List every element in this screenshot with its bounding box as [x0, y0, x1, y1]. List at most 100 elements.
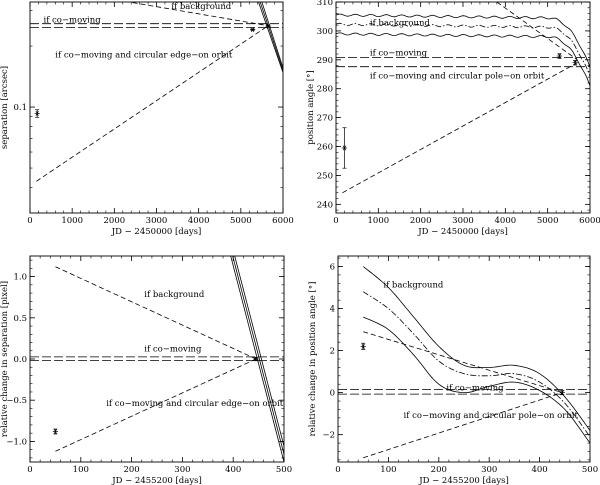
y-tick-label: 270	[317, 114, 333, 124]
line-steep-curve-2	[259, 2, 283, 71]
x-tick-label: 500	[582, 465, 598, 475]
annotation-label: if co−moving	[144, 345, 202, 355]
y-tick-label: 4	[330, 305, 335, 315]
y-tick-label: 250	[317, 171, 333, 181]
annotation-label: if co−moving and circular edge−on orbit	[106, 399, 284, 409]
x-tick-label: 0	[27, 216, 32, 226]
annotation-label: if background	[370, 19, 431, 29]
asterisk-stroke	[254, 356, 258, 362]
line-if-background	[363, 331, 563, 393]
curve-background-upper	[336, 13, 590, 68]
data-point	[559, 390, 565, 396]
asterisk-stroke	[560, 390, 564, 396]
data-point	[52, 428, 58, 435]
x-tick-label: 4000	[188, 216, 210, 226]
y-tick-label: 290	[317, 56, 333, 66]
y-tick-label: 310	[317, 0, 333, 8]
x-tick-label: 500	[276, 465, 292, 475]
line-if-background	[55, 266, 257, 360]
x-tick-label: 1000	[61, 216, 83, 226]
curve-upper	[362, 266, 590, 431]
annotation-label: if co−moving and circular pole−on orbit	[404, 411, 579, 421]
x-axis-title: JD − 2450000 [days]	[417, 227, 508, 237]
x-tick-label: 5000	[230, 216, 252, 226]
asterisk-stroke	[35, 111, 39, 116]
y-tick-label: 6	[330, 263, 335, 273]
x-axis-title: JD − 2455200 [days]	[111, 476, 202, 485]
x-tick-label: 6000	[579, 216, 600, 226]
annotation-label: if co−moving and circular pole−on orbit	[370, 72, 545, 82]
line-pole-on-orbit	[363, 392, 563, 459]
panel-bottom-left: 0 100 200 300 400 500 −1.0 −0.5 0.0 0.5 1.0 JD − 24…	[0, 255, 292, 485]
data-point	[250, 27, 256, 33]
y-tick-label: 0.5	[13, 314, 27, 324]
x-tick-label: 3000	[452, 216, 474, 226]
y-tick-label: −2	[322, 431, 335, 441]
x-tick-label: 6000	[272, 216, 294, 226]
data-point	[341, 127, 348, 169]
x-tick-label: 400	[225, 465, 241, 475]
line-steep-curve-1	[258, 2, 283, 73]
x-tick-label: 5000	[537, 216, 559, 226]
x-tick-label: 2000	[104, 216, 126, 226]
y-axis-title: separation [arcsec]	[0, 66, 10, 149]
panel-top-left: 0 1000 2000 3000 4000 5000 6000 0.1 JD − 2450000…	[0, 1, 294, 237]
asterisk-stroke	[251, 27, 255, 33]
x-tick-label: 0	[335, 465, 340, 475]
data-point	[360, 342, 366, 350]
asterisk-stroke	[573, 60, 577, 66]
y-tick-label: 2	[330, 347, 335, 357]
asterisk-stroke	[557, 53, 562, 59]
plot-frame	[337, 255, 591, 463]
y-tick-label: −0.5	[6, 396, 27, 406]
annotation-label: if background	[383, 281, 444, 291]
line-edge-on-orbit	[55, 358, 257, 452]
curve-background-lower	[336, 32, 590, 87]
y-tick-label: 0	[330, 389, 335, 399]
x-axis-title: JD − 2450000 [days]	[111, 227, 202, 237]
data-point	[572, 60, 578, 66]
y-tick-label: 240	[317, 200, 333, 210]
plot-frame	[29, 255, 285, 463]
line-pole-on-orbit	[342, 62, 578, 194]
x-axis-title: JD − 2455200 [days]	[418, 476, 509, 485]
annotation-label: if co−moving	[370, 48, 428, 58]
y-axis-title: relative change in position angle [°]	[308, 282, 318, 437]
asterisk-stroke	[266, 23, 270, 29]
data-layer	[336, 2, 590, 194]
data-layer	[338, 266, 590, 459]
y-tick-label: 0.0	[13, 355, 27, 365]
annotation-label: if background	[144, 290, 205, 300]
line-if-co-moving-and-circular-edge-on-orbit	[36, 25, 269, 182]
annotation-label: if co−moving	[43, 15, 101, 25]
x-tick-label: 0	[27, 465, 32, 475]
y-tick-label: 1.0	[13, 273, 27, 283]
y-axis-title: position angle [°]	[306, 70, 316, 144]
line-steep-3	[234, 256, 284, 448]
curve-background-mid	[336, 22, 590, 77]
y-axis-title: relative change in separation [pixel]	[0, 281, 10, 437]
x-tick-label: 0	[333, 216, 338, 226]
x-tick-label: 2000	[410, 216, 432, 226]
plot-frame	[335, 1, 591, 214]
data-layer	[30, 2, 283, 182]
x-tick-label: 200	[431, 465, 447, 475]
line-background-trend	[496, 2, 578, 61]
curve-lower	[363, 316, 590, 444]
x-tick-label: 300	[481, 465, 497, 475]
data-layer	[30, 256, 284, 462]
x-tick-label: 100	[380, 465, 396, 475]
asterisk-stroke	[342, 145, 347, 151]
x-tick-label: 3000	[146, 216, 168, 226]
data-point	[34, 109, 40, 118]
panel-top-right: 0 1000 2000 3000 4000 5000 6000 240 250 260 270 280…	[306, 0, 600, 237]
x-tick-label: 1000	[368, 216, 390, 226]
annotation-label: if co−moving	[446, 384, 504, 394]
x-tick-label: 200	[123, 465, 139, 475]
curve-middle	[362, 291, 590, 438]
y-tick-label: −1.0	[6, 437, 27, 447]
x-tick-label: 400	[531, 465, 547, 475]
panel-bottom-right: 0 100 200 300 400 500 −2 0 2 4 6 JD − 2455200 [days…	[308, 255, 598, 485]
x-tick-label: 100	[73, 465, 89, 475]
